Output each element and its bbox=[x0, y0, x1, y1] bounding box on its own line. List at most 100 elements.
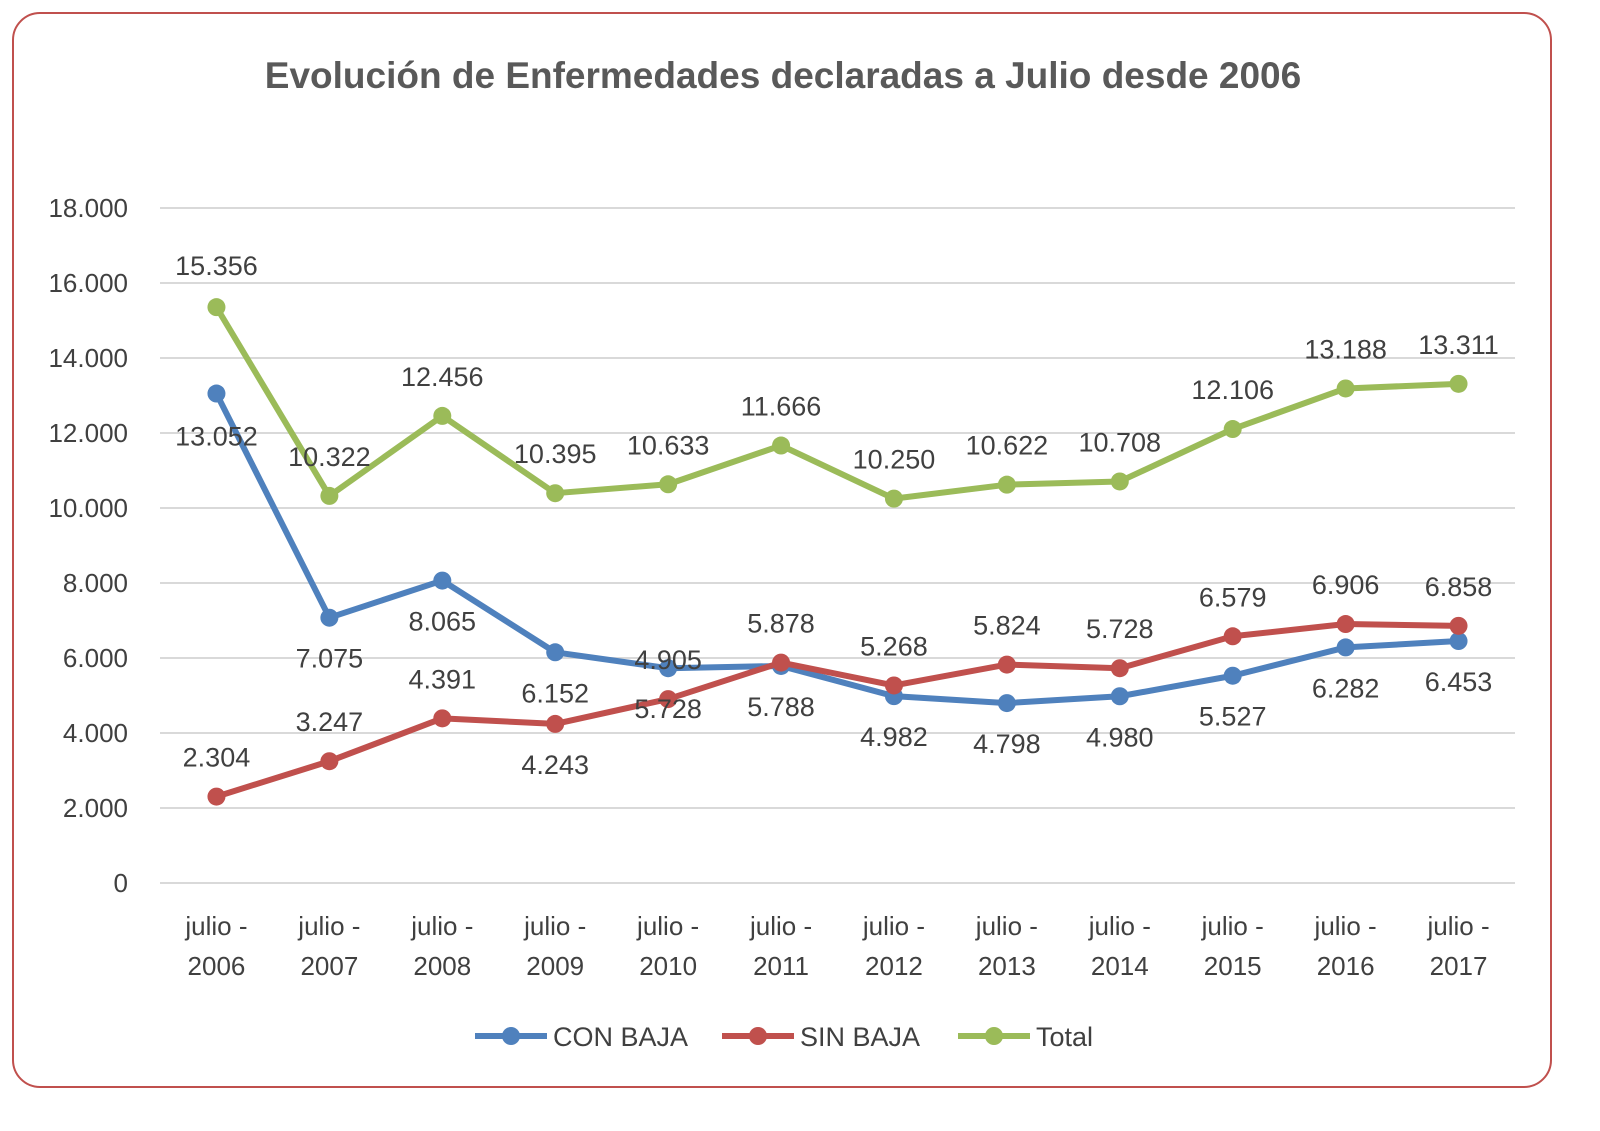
data-point bbox=[1110, 687, 1129, 706]
data-label: 3.247 bbox=[296, 707, 364, 737]
data-label: 10.708 bbox=[1078, 427, 1161, 457]
legend-label: CON BAJA bbox=[553, 1022, 688, 1052]
x-tick-label: 2013 bbox=[978, 951, 1036, 981]
data-label: 5.268 bbox=[860, 631, 928, 661]
legend-marker-icon bbox=[749, 1027, 767, 1045]
x-tick-label: 2008 bbox=[413, 951, 471, 981]
data-label: 8.065 bbox=[409, 607, 477, 637]
data-label: 13.188 bbox=[1304, 334, 1387, 364]
data-label: 4.905 bbox=[634, 645, 702, 675]
y-tick-label: 18.000 bbox=[48, 193, 128, 223]
legend-label: Total bbox=[1036, 1022, 1093, 1052]
data-point bbox=[1110, 659, 1129, 678]
data-label: 5.788 bbox=[747, 692, 815, 722]
series-line-sin-baja bbox=[215, 621, 1459, 800]
data-point bbox=[659, 475, 678, 494]
x-tick-label: julio - bbox=[862, 911, 925, 941]
chart-frame bbox=[12, 12, 1552, 1088]
data-label: 12.106 bbox=[1191, 375, 1274, 405]
data-label: 4.980 bbox=[1086, 722, 1154, 752]
chart-title: Evolución de Enfermedades declaradas a J… bbox=[264, 55, 1302, 96]
data-label: 6.906 bbox=[1312, 570, 1380, 600]
data-point bbox=[997, 475, 1016, 494]
x-tick-label: 2006 bbox=[188, 951, 246, 981]
data-label: 13.311 bbox=[1418, 330, 1499, 360]
y-tick-label: 12.000 bbox=[48, 418, 128, 448]
data-point bbox=[772, 436, 791, 455]
data-label: 10.395 bbox=[514, 439, 597, 469]
x-tick-label: julio - bbox=[1088, 911, 1151, 941]
data-label: 11.666 bbox=[741, 392, 822, 422]
data-point bbox=[1336, 638, 1355, 657]
x-tick-label: julio - bbox=[749, 911, 812, 941]
data-point bbox=[1110, 472, 1129, 491]
x-tick-label: julio - bbox=[636, 911, 699, 941]
y-tick-label: 6.000 bbox=[63, 643, 128, 673]
x-tick-label: 2014 bbox=[1091, 951, 1149, 981]
data-point bbox=[207, 384, 226, 403]
x-tick-label: julio - bbox=[975, 911, 1038, 941]
data-point bbox=[1336, 379, 1355, 398]
data-point bbox=[1449, 616, 1468, 635]
data-label: 4.391 bbox=[409, 664, 477, 694]
data-point bbox=[1449, 374, 1468, 393]
data-label: 10.250 bbox=[853, 445, 936, 475]
data-point bbox=[546, 714, 565, 733]
legend-label: SIN BAJA bbox=[800, 1022, 920, 1052]
data-label: 10.322 bbox=[288, 442, 371, 472]
data-label: 10.622 bbox=[966, 431, 1049, 461]
x-tick-label: 2015 bbox=[1204, 951, 1262, 981]
data-point bbox=[659, 659, 678, 678]
data-point bbox=[1336, 615, 1355, 634]
x-tick-label: julio - bbox=[1314, 911, 1377, 941]
data-point bbox=[1223, 420, 1242, 439]
x-tick-label: julio - bbox=[410, 911, 473, 941]
data-label: 13.052 bbox=[175, 422, 258, 452]
y-tick-label: 8.000 bbox=[63, 568, 128, 598]
data-point bbox=[207, 298, 226, 317]
y-tick-label: 16.000 bbox=[48, 268, 128, 298]
y-tick-label: 2.000 bbox=[63, 793, 128, 823]
data-point bbox=[320, 608, 339, 627]
y-tick-label: 0 bbox=[114, 868, 128, 898]
data-label: 5.824 bbox=[973, 611, 1041, 641]
data-label: 5.527 bbox=[1199, 702, 1267, 732]
x-tick-label: 2011 bbox=[753, 951, 809, 981]
x-tick-label: 2012 bbox=[865, 951, 923, 981]
data-label: 6.152 bbox=[521, 678, 589, 708]
legend-marker-icon bbox=[985, 1027, 1003, 1045]
data-point bbox=[997, 694, 1016, 713]
data-label: 5.728 bbox=[634, 694, 702, 724]
x-tick-label: 2017 bbox=[1430, 951, 1488, 981]
data-point bbox=[433, 709, 452, 728]
x-tick-label: 2010 bbox=[639, 951, 697, 981]
data-label: 12.456 bbox=[401, 362, 484, 392]
x-tick-label: julio - bbox=[1426, 911, 1489, 941]
data-label: 6.579 bbox=[1199, 582, 1267, 612]
data-label: 2.304 bbox=[183, 743, 251, 773]
x-tick-label: julio - bbox=[1201, 911, 1264, 941]
y-tick-label: 10.000 bbox=[48, 493, 128, 523]
data-label: 4.243 bbox=[521, 750, 589, 780]
x-tick-label: julio - bbox=[523, 911, 586, 941]
x-tick-label: julio - bbox=[297, 911, 360, 941]
data-point bbox=[659, 690, 678, 709]
data-point bbox=[320, 486, 339, 505]
data-point bbox=[207, 787, 226, 806]
x-tick-label: 2007 bbox=[300, 951, 358, 981]
data-label: 6.453 bbox=[1425, 667, 1493, 697]
y-tick-label: 14.000 bbox=[48, 343, 128, 373]
data-label: 4.798 bbox=[973, 729, 1041, 759]
series-line-total bbox=[213, 305, 1459, 502]
data-label: 4.982 bbox=[860, 722, 928, 752]
data-point bbox=[433, 571, 452, 590]
y-tick-label: 4.000 bbox=[63, 718, 128, 748]
data-point bbox=[884, 676, 903, 695]
x-tick-label: julio - bbox=[184, 911, 247, 941]
data-point bbox=[546, 643, 565, 662]
series-line-con-baja bbox=[213, 392, 1459, 707]
legend-marker-icon bbox=[502, 1027, 520, 1045]
data-label: 15.356 bbox=[175, 251, 258, 281]
x-tick-label: 2009 bbox=[526, 951, 584, 981]
